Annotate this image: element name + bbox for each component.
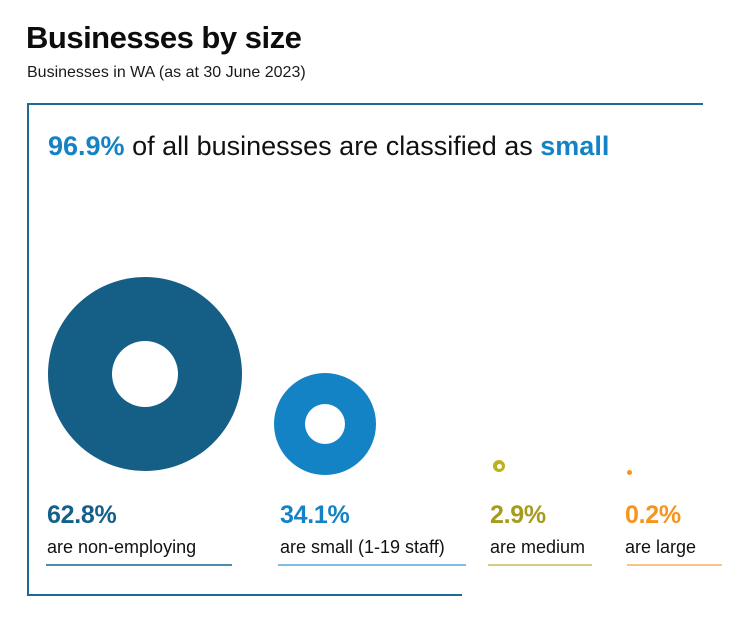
value-non-employing: 62.8% (47, 501, 117, 529)
panel-border-left (27, 103, 29, 596)
underline-large (627, 564, 722, 566)
label-non-employing: are non-employing (47, 537, 197, 557)
value-large: 0.2% (625, 501, 681, 529)
dot-large (627, 470, 632, 475)
label-small: are small (1-19 staff) (280, 537, 445, 557)
donut-non-employing (48, 277, 242, 471)
donut-non-employing-hole (112, 341, 178, 407)
page-title: Businesses by size (26, 20, 302, 55)
headline-percentage: 96.9% (48, 131, 125, 161)
value-small: 34.1% (280, 501, 350, 529)
panel-border-bottom (27, 594, 462, 596)
underline-small (278, 564, 466, 566)
label-medium: are medium (490, 537, 586, 557)
donut-small (274, 373, 376, 475)
donut-medium-hole (496, 463, 502, 469)
underline-medium (488, 564, 592, 566)
headline-keyword: small (540, 131, 610, 161)
headline-text: of all businesses are classified as (124, 131, 541, 161)
headline: 96.9% of all businesses are classified a… (48, 131, 609, 162)
underline-non-employing (46, 564, 232, 566)
page-subtitle: Businesses in WA (as at 30 June 2023) (27, 64, 306, 81)
panel-border-top (27, 103, 703, 105)
donut-medium (493, 460, 505, 472)
value-medium: 2.9% (490, 501, 546, 529)
donut-small-hole (305, 404, 345, 444)
label-large: are large (625, 537, 697, 557)
